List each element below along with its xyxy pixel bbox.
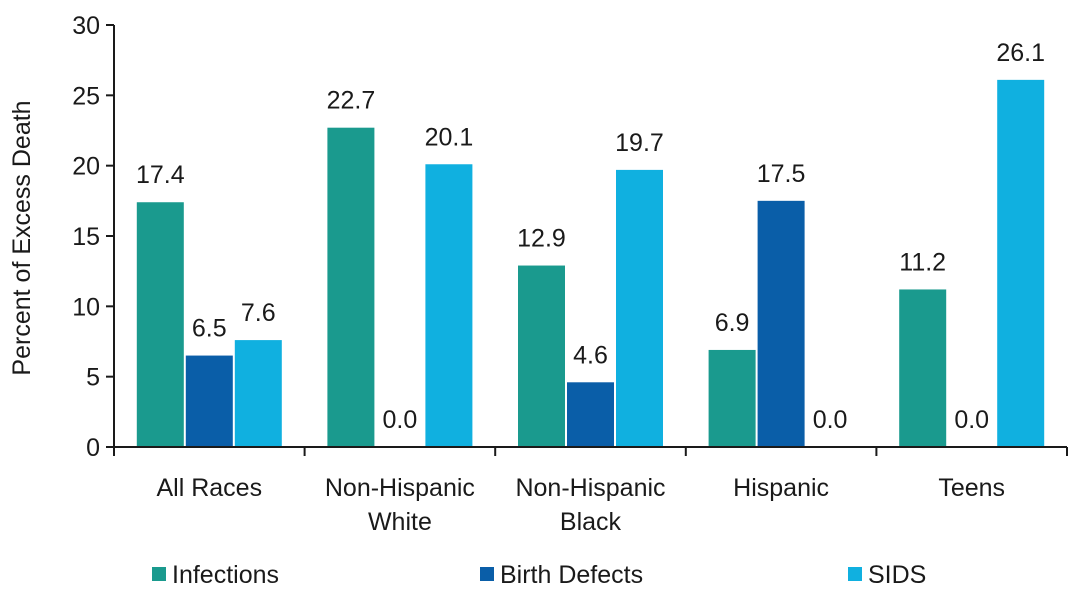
x-tick-label: White <box>368 508 432 536</box>
bar-birth-defects <box>757 200 805 447</box>
y-tick-label: 0 <box>86 434 100 462</box>
data-label: 0.0 <box>383 406 418 434</box>
y-tick-label: 5 <box>86 364 100 392</box>
x-tick-label: Non-Hispanic <box>515 474 665 502</box>
bars <box>136 79 1045 448</box>
data-label: 19.7 <box>615 129 664 157</box>
y-tick-label: 20 <box>72 153 100 181</box>
y-axis-label: Percent of Excess Death <box>8 100 36 375</box>
legend: Infections Birth Defects SIDS <box>152 561 926 589</box>
legend-swatch <box>848 567 862 581</box>
data-label: 0.0 <box>954 406 989 434</box>
x-axis-ticks: All Races Non-Hispanic White Non-Hispanic Bl… <box>113 447 1068 536</box>
x-tick-label: Teens <box>938 474 1005 502</box>
y-tick-label: 15 <box>72 223 100 251</box>
bar-sids <box>425 164 473 447</box>
data-label: 12.9 <box>517 225 566 253</box>
bar-infections <box>708 349 756 447</box>
data-label: 6.9 <box>715 309 750 337</box>
y-axis-ticks: 0 5 10 15 20 25 30 <box>72 12 114 462</box>
data-label: 22.7 <box>327 87 376 115</box>
y-tick-label: 25 <box>72 82 100 110</box>
legend-label: Infections <box>172 561 279 589</box>
legend-label: SIDS <box>868 561 926 589</box>
x-tick-label: Black <box>560 508 622 536</box>
axes <box>113 25 1067 448</box>
data-label: 26.1 <box>996 39 1045 67</box>
y-tick-label: 30 <box>72 12 100 40</box>
data-label: 17.5 <box>757 160 806 188</box>
legend-swatch <box>152 567 166 581</box>
bar-sids <box>997 79 1045 448</box>
y-tick-label: 10 <box>72 293 100 321</box>
data-label: 4.6 <box>573 341 608 369</box>
bar-sids <box>234 340 282 447</box>
data-label: 7.6 <box>241 299 276 327</box>
bar-birth-defects <box>185 355 233 447</box>
legend-swatch <box>480 567 494 581</box>
bar-infections <box>327 127 375 447</box>
x-tick-label: Non-Hispanic <box>325 474 475 502</box>
bar-birth-defects <box>567 382 614 447</box>
data-label: 20.1 <box>425 123 474 151</box>
bar-infections <box>899 289 947 447</box>
data-label: 0.0 <box>813 406 848 434</box>
legend-label: Birth Defects <box>500 561 643 589</box>
x-tick-label: All Races <box>157 474 263 502</box>
bar-infections <box>518 265 565 447</box>
data-label: 11.2 <box>899 248 946 276</box>
bar-infections <box>136 202 184 447</box>
bar-sids <box>616 169 663 448</box>
data-label: 6.5 <box>192 315 227 343</box>
data-labels: 17.4 6.5 7.6 22.7 0.0 20.1 12.9 4.6 19.7 6.9 17.5 0… <box>136 39 1045 434</box>
x-tick-label: Hispanic <box>733 474 829 502</box>
data-label: 17.4 <box>136 161 185 189</box>
